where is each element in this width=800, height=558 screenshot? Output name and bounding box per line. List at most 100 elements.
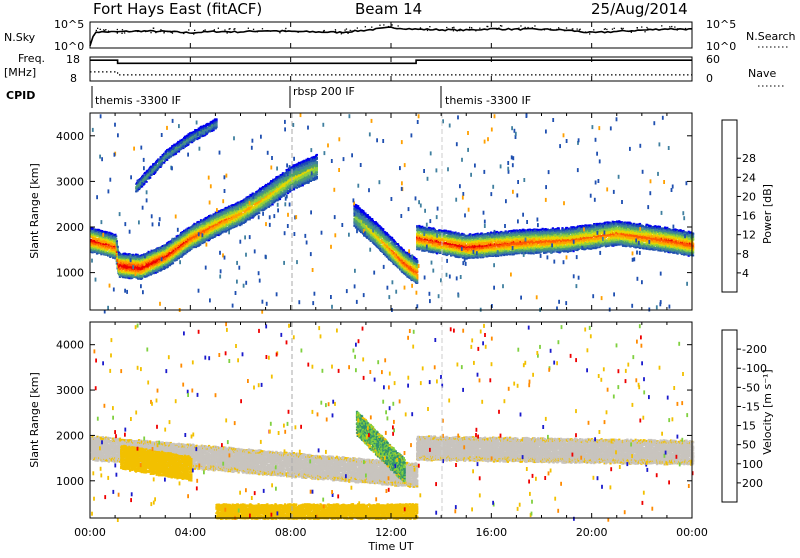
noise-dot xyxy=(644,31,645,32)
noise-dot xyxy=(631,31,632,32)
noise-dot xyxy=(121,33,122,34)
noise-dot xyxy=(550,28,551,29)
noise-right-tick-bottom: 10^0 xyxy=(706,40,736,53)
noise-dot xyxy=(379,25,380,26)
noise-dot xyxy=(203,30,204,31)
noise-dot xyxy=(501,25,502,26)
noise-right-tick-top: 10^5 xyxy=(706,18,736,31)
cpid-panel: CPID themis -3300 IF rbsp 200 IF themis … xyxy=(6,85,531,108)
cpid-segment-3: themis -3300 IF xyxy=(445,94,531,107)
noise-dot xyxy=(124,32,125,33)
scatter-cell xyxy=(272,204,274,206)
noise-dot xyxy=(520,25,521,26)
cpid-label: CPID xyxy=(6,89,35,102)
noise-dot xyxy=(167,31,168,32)
noise-dot xyxy=(96,30,97,31)
noise-dot xyxy=(556,29,557,30)
cpid-segment-2: rbsp 200 IF xyxy=(293,85,355,98)
noise-dot xyxy=(285,30,286,31)
noise-dot xyxy=(427,30,428,31)
noise-dot xyxy=(172,33,173,34)
freq-panel: Freq. [MHz] 18 8 60 0 Nave xyxy=(4,52,786,86)
noise-left-label: N.Sky xyxy=(4,31,36,44)
noise-dot xyxy=(104,30,105,31)
noise-dot xyxy=(323,31,324,32)
noise-dot xyxy=(392,24,393,25)
noise-dot xyxy=(169,31,170,32)
noise-dot xyxy=(564,30,565,31)
noise-dot xyxy=(257,31,258,32)
noise-dot xyxy=(429,26,430,27)
noise-dot xyxy=(350,30,351,31)
noise-dot xyxy=(612,29,613,30)
noise-dot xyxy=(685,28,686,29)
scatter-cell xyxy=(249,217,251,219)
noise-dot xyxy=(155,32,156,33)
noise-dot xyxy=(621,28,622,29)
scatter-cell xyxy=(279,198,281,200)
noise-dot xyxy=(97,28,98,29)
scatter-cell xyxy=(258,212,260,214)
noise-dot xyxy=(475,30,476,31)
scatter-cell xyxy=(172,262,174,264)
noise-dot xyxy=(108,31,109,32)
noise-dot xyxy=(270,31,271,32)
rti-plot: Fort Hays East (fitACF) Beam 14 25/Aug/2… xyxy=(0,0,800,554)
noise-dot xyxy=(100,29,101,30)
noise-dot xyxy=(420,27,421,28)
noise-dot xyxy=(214,29,215,30)
noise-dot xyxy=(150,32,151,33)
noise-dot xyxy=(188,29,189,30)
noise-dot xyxy=(469,27,470,28)
noise-dot xyxy=(452,27,453,28)
scatter-cell xyxy=(119,267,121,269)
scatter-cell xyxy=(269,203,271,205)
noise-dot xyxy=(227,32,228,33)
freq-label-2: [MHz] xyxy=(4,66,36,79)
noise-dot xyxy=(453,27,454,28)
noise-dot xyxy=(637,27,638,28)
scatter-cell xyxy=(117,249,119,251)
noise-dot xyxy=(471,27,472,28)
noise-dot xyxy=(341,33,342,34)
noise-dot xyxy=(671,26,672,27)
noise-dot xyxy=(234,28,235,29)
noise-left-tick-bottom: 10^0 xyxy=(54,40,84,53)
noise-dot xyxy=(357,27,358,28)
noise-dot xyxy=(344,30,345,31)
noise-dot xyxy=(398,25,399,26)
scatter-cell xyxy=(116,242,118,244)
noise-dot xyxy=(496,29,497,30)
noise-dot xyxy=(434,29,435,30)
scatter-cell xyxy=(199,244,201,246)
freq-left-tick-top: 18 xyxy=(66,53,80,66)
noise-dot xyxy=(160,29,161,30)
noise-dot xyxy=(534,25,535,26)
noise-dot xyxy=(224,29,225,30)
scatter-cell xyxy=(296,187,298,189)
scatter-cell xyxy=(117,246,119,248)
noise-dot xyxy=(262,28,263,29)
noise-dot xyxy=(253,29,254,30)
noise-dot xyxy=(365,26,366,27)
noise-dot xyxy=(335,29,336,30)
noise-dot xyxy=(453,30,454,31)
scatter-cell xyxy=(116,240,118,242)
nave-series-line xyxy=(90,72,692,75)
noise-dot xyxy=(500,25,501,26)
scatter-cell xyxy=(115,235,117,237)
noise-dot xyxy=(371,27,372,28)
noise-dot xyxy=(518,28,519,29)
noise-dot xyxy=(205,29,206,30)
scatter-cell xyxy=(167,266,169,268)
scatter-cell xyxy=(293,189,295,191)
noise-dot xyxy=(585,31,586,32)
freq-right-tick-top: 60 xyxy=(706,53,720,66)
noise-dot xyxy=(669,26,670,27)
noise-dot xyxy=(469,29,470,30)
noise-dot xyxy=(285,28,286,29)
noise-dot xyxy=(351,30,352,31)
nave-label: Nave xyxy=(748,67,776,80)
noise-dot xyxy=(572,28,573,29)
